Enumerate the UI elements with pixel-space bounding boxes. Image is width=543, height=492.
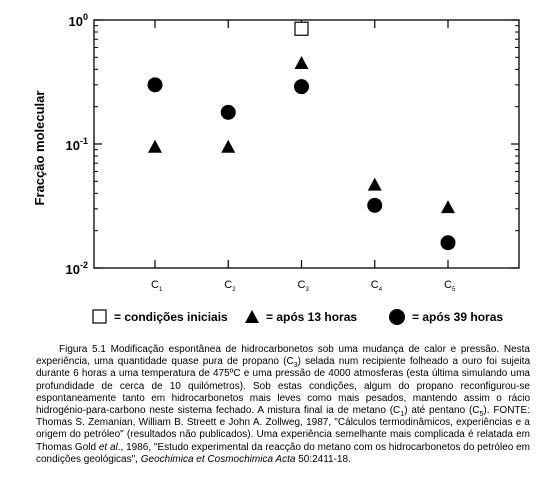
y-tick-label-0: 100 [69, 12, 88, 29]
plot-frame [93, 19, 520, 269]
marker-triangle-C3 [294, 56, 309, 70]
x-tick-label-C5: C5 [444, 279, 456, 293]
legend-item-13h: = após 13 horas [244, 305, 357, 329]
y-tick-label-2: 10-2 [66, 260, 88, 277]
chart: 100 10-1 10-2 C1 C2 C3 C4 C5 Fracção molecular [32, 12, 520, 293]
legend-item-initial: = condições iniciais [92, 305, 228, 329]
chart-axes [93, 19, 520, 269]
y-axis-label: Fracção molecular [32, 91, 47, 206]
marker-circle-C3 [294, 79, 309, 95]
marker-circle-C4 [367, 197, 383, 213]
data-markers [147, 21, 456, 251]
legend-circle-icon [389, 309, 405, 325]
y-tick-labels: 100 10-1 10-2 [66, 12, 88, 277]
marker-triangle-C2 [221, 139, 236, 153]
marker-circle-C5 [440, 235, 456, 251]
y-tick-label-1: 10-1 [66, 136, 88, 153]
x-tick-label-C1: C1 [151, 279, 163, 293]
figure-caption: Figura 5.1 Modificação espontânea de hid… [36, 344, 530, 466]
marker-open-square-C3 [294, 21, 309, 36]
marker-triangle-C1 [148, 139, 162, 153]
legend: = condições iniciais = após 13 horas = a… [92, 305, 532, 329]
legend-item-39h: = após 39 horas [388, 305, 503, 329]
legend-label-13h: = após 13 horas [266, 310, 358, 324]
caption-paragraph: Figura 5.1 Modificação espontânea de hid… [36, 344, 531, 465]
x-tick-label-C4: C4 [371, 279, 383, 293]
marker-circle-C2 [220, 104, 236, 120]
marker-triangle-C4 [367, 177, 382, 191]
legend-label-initial: = condições iniciais [114, 310, 228, 324]
legend-triangle-icon [245, 310, 259, 323]
x-tick-label-C2: C2 [224, 279, 236, 293]
legend-label-39h: = após 39 horas [412, 310, 504, 324]
x-tick-label-C3: C3 [298, 279, 310, 293]
legend-open-square-icon [92, 309, 107, 324]
marker-circle-C1 [147, 77, 163, 93]
x-tick-labels: C1 C2 C3 C4 C5 [151, 279, 456, 293]
marker-triangle-C5 [441, 200, 455, 214]
